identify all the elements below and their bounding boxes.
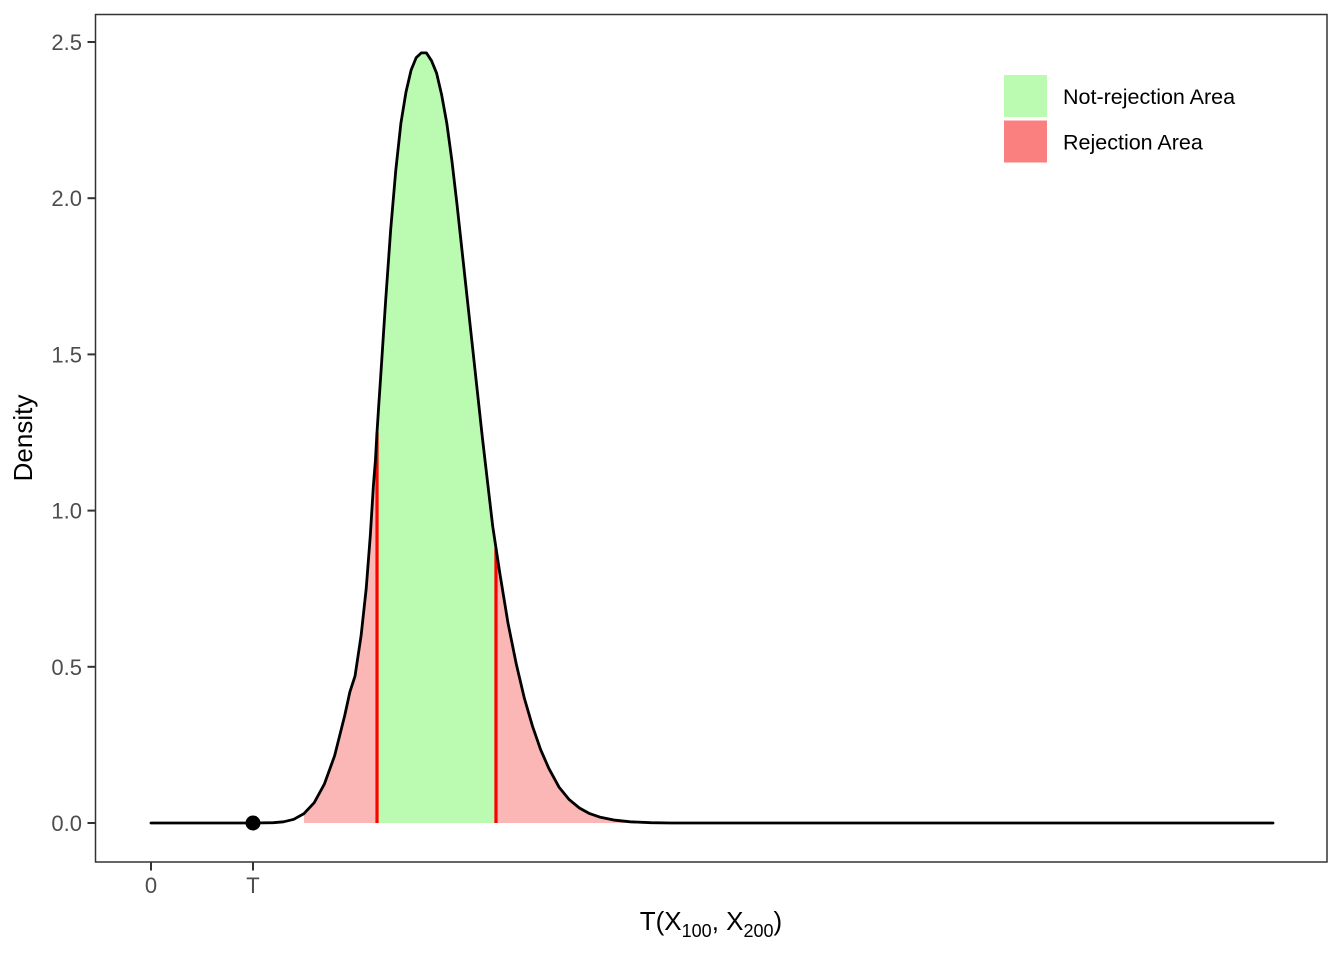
legend-label-not-rejection-area: Not-rejection Area — [1063, 85, 1235, 109]
legend: Not-rejection Area Rejection Area — [1004, 75, 1235, 163]
x-axis-title-mid: , X — [712, 906, 744, 936]
x-axis-title: T(X100, X200) — [640, 906, 782, 941]
shaded-regions — [304, 52, 651, 823]
x-axis-title-prefix: T(X — [640, 906, 682, 936]
y-tick-label-2.5: 2.5 — [51, 30, 82, 55]
x-axis-title-sub1: 100 — [682, 921, 712, 941]
x-tick-label-0: 0 — [145, 873, 157, 898]
density-curve — [149, 51, 1275, 825]
x-axis-title-sub2: 200 — [744, 921, 774, 941]
legend-label-rejection-area: Rejection Area — [1063, 131, 1203, 155]
region-rejection-left — [304, 432, 378, 823]
x-axis-title-suffix: ) — [774, 906, 783, 936]
y-tick-label-1.0: 1.0 — [51, 499, 82, 524]
y-axis-title: Density — [8, 395, 38, 482]
y-axis: 0.0 0.5 1.0 1.5 2.0 2.5 — [51, 30, 96, 836]
y-tick-label-1.5: 1.5 — [51, 342, 82, 367]
plot-panel — [95, 14, 1327, 862]
region-not-rejection — [377, 52, 496, 823]
y-tick-label-2.0: 2.0 — [51, 186, 82, 211]
y-tick-label-0.5: 0.5 — [51, 655, 82, 680]
x-tick-label-T: T — [246, 873, 259, 898]
rejection-boundary-lines — [375, 432, 498, 823]
region-rejection-right — [495, 548, 651, 823]
legend-swatch-rejection-area — [1004, 120, 1047, 163]
plot-panel-border — [94, 13, 1328, 863]
legend-swatch-not-rejection-area — [1004, 75, 1047, 117]
observed-statistic-point — [245, 815, 261, 831]
y-tick-label-0.0: 0.0 — [51, 811, 82, 836]
